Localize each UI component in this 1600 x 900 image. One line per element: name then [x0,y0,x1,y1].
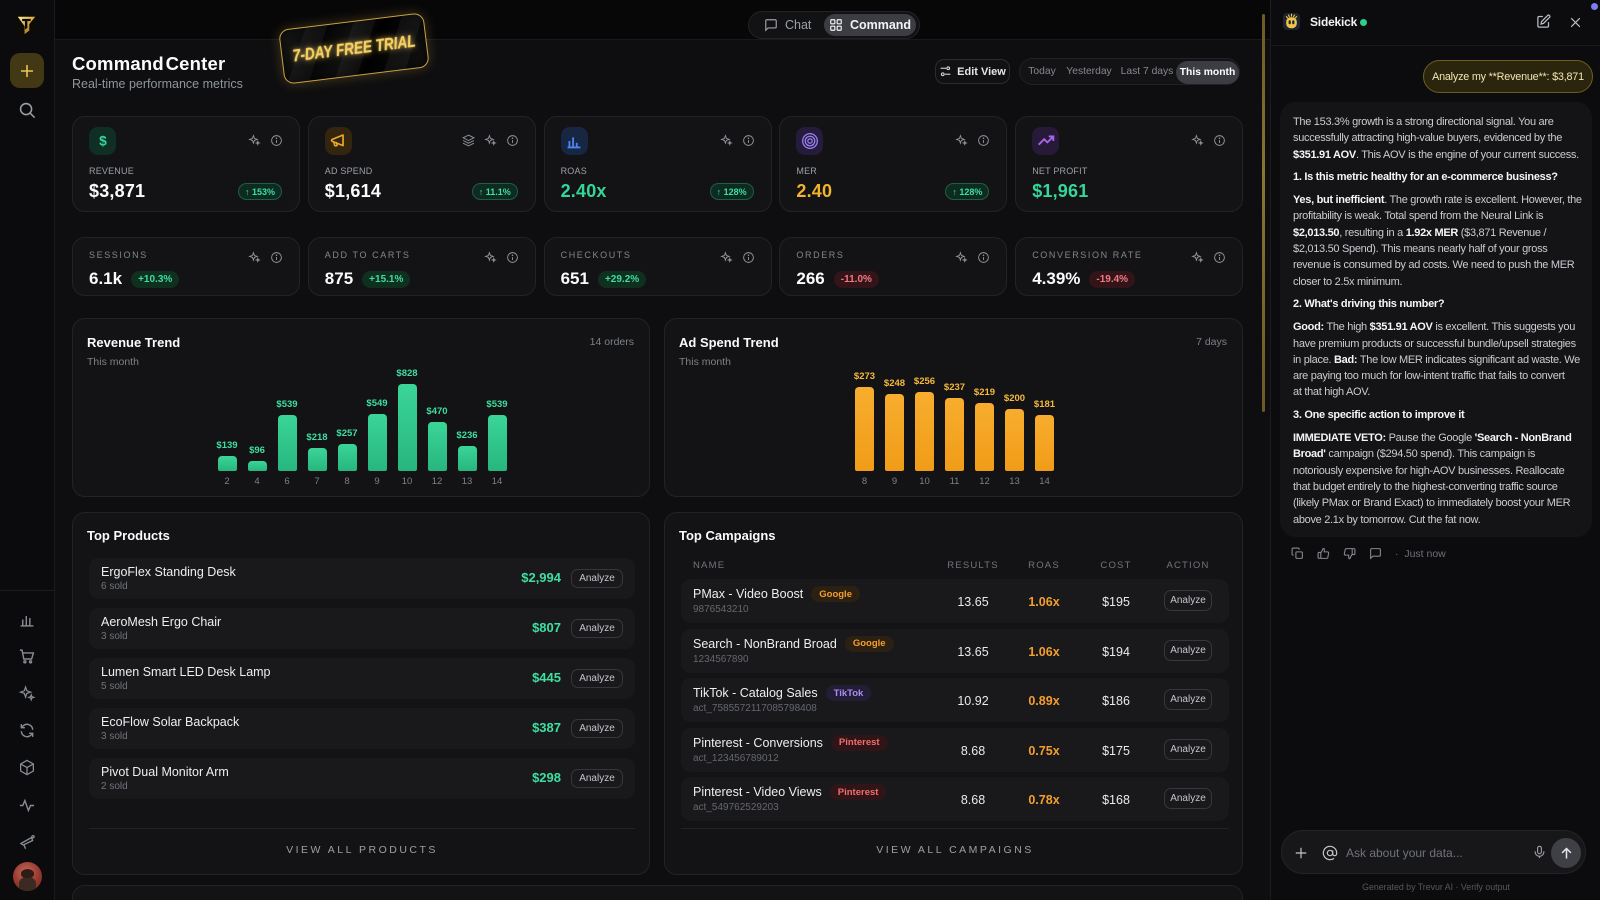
svg-text:$: $ [99,134,107,149]
